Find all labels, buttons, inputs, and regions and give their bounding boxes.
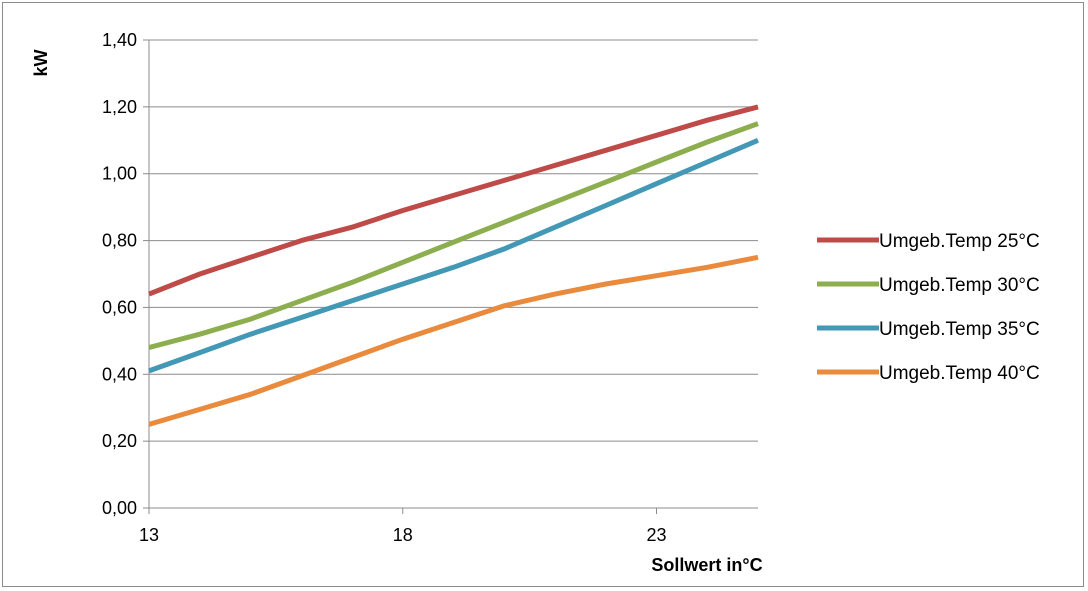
series-line-3 — [148, 138, 759, 374]
x-tick-label: 23 — [646, 525, 666, 545]
tick-labels: 0,00 0,20 0,40 0,60 0,80 1,00 1,20 1,40 13 18 23 — [102, 30, 667, 545]
y-tick-label: 1,20 — [102, 97, 137, 117]
series-line-2 — [148, 121, 759, 350]
y-tick-label: 1,00 — [102, 164, 137, 184]
x-axis-title: Sollwert in°C — [651, 555, 762, 575]
legend: Umgeb.Temp 25°C Umgeb.Temp 30°C Umgeb.Temp… — [817, 231, 1040, 384]
series-lines — [148, 104, 759, 427]
y-axis-title: kW — [31, 49, 51, 76]
y-tick-label: 0,00 — [102, 498, 137, 518]
y-tick-label: 0,40 — [102, 364, 137, 384]
legend-label-3: Umgeb.Temp 35°C — [879, 319, 1040, 340]
x-tick-label: 18 — [393, 525, 413, 545]
y-tick-label: 0,20 — [102, 431, 137, 451]
legend-label-2: Umgeb.Temp 30°C — [879, 275, 1040, 296]
line-chart: 0,00 0,20 0,40 0,60 0,80 1,00 1,20 1,40 13 18 23 S… — [31, 30, 1040, 575]
series-line-1 — [148, 104, 759, 297]
y-tick-label: 1,40 — [102, 30, 137, 50]
y-tick-label: 0,80 — [102, 231, 137, 251]
legend-label-4: Umgeb.Temp 40°C — [879, 363, 1040, 384]
y-tick-label: 0,60 — [102, 297, 137, 317]
gridlines — [149, 39, 758, 442]
x-tick-label: 13 — [139, 525, 159, 545]
series-line-4 — [148, 254, 759, 427]
legend-label-1: Umgeb.Temp 25°C — [879, 231, 1040, 252]
axes — [143, 39, 758, 514]
